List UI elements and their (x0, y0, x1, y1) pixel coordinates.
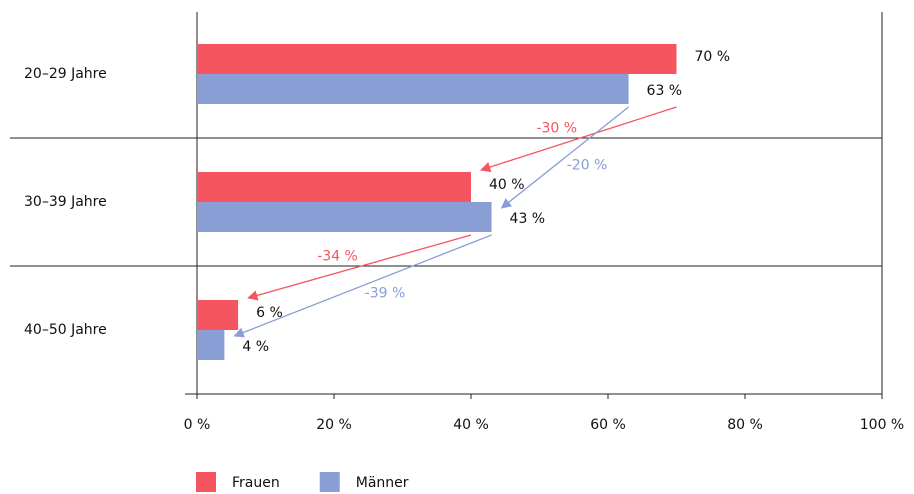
change-arrow (247, 234, 472, 301)
bar (197, 44, 677, 74)
x-tick-label: 40 % (453, 417, 489, 433)
legend-swatch (196, 472, 216, 492)
category-label: 30–39 Jahre (24, 194, 107, 210)
x-tick-label: 20 % (316, 417, 352, 433)
annotation: -39 % (365, 286, 406, 302)
bar (197, 172, 471, 202)
value-label: 6 % (256, 305, 283, 321)
annotation: -30 % (536, 121, 577, 137)
x-tick-label: 100 % (860, 417, 904, 433)
legend-swatch (319, 472, 340, 492)
change-arrow (233, 234, 492, 338)
value-label: 63 % (647, 83, 683, 99)
bar (197, 330, 225, 360)
category-label: 20–29 Jahre (24, 66, 107, 82)
value-label: 40 % (489, 177, 525, 193)
change-arrow (480, 106, 677, 173)
bar (197, 202, 492, 232)
annotation: -20 % (567, 158, 608, 174)
annotation: -34 % (317, 249, 358, 265)
change-arrow (500, 106, 629, 209)
legend-label: Frauen (232, 475, 280, 491)
x-tick-label: 80 % (727, 417, 763, 433)
value-label: 70 % (695, 49, 731, 65)
category-label: 40–50 Jahre (24, 322, 107, 338)
value-label: 4 % (242, 339, 269, 355)
x-tick-label: 0 % (184, 417, 211, 433)
bar (197, 300, 239, 330)
x-tick-label: 60 % (590, 417, 626, 433)
value-label: 43 % (510, 211, 546, 227)
legend-label: Männer (356, 475, 409, 491)
bar (197, 74, 629, 104)
